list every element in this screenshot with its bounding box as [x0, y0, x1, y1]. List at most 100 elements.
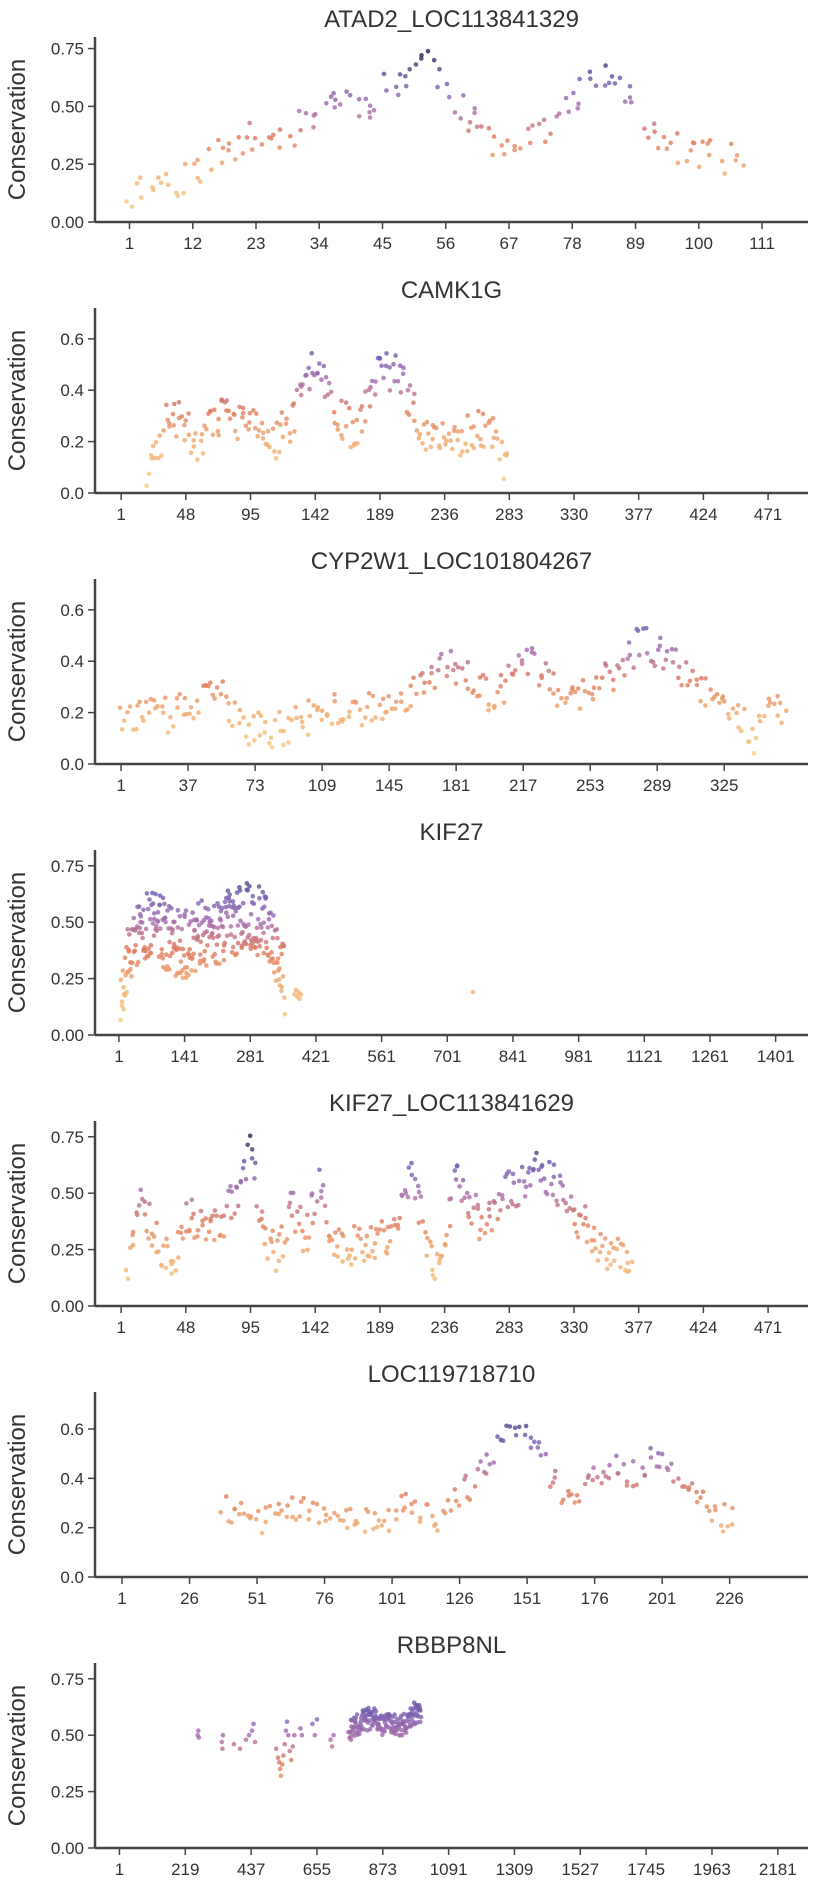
- data-point: [412, 391, 417, 397]
- data-point: [584, 1239, 590, 1245]
- data-point: [161, 1243, 166, 1249]
- data-point: [499, 439, 505, 445]
- data-point: [256, 428, 262, 433]
- data-point: [259, 925, 264, 930]
- x-tick-label: 226: [715, 1589, 743, 1608]
- data-point: [435, 667, 441, 673]
- data-point: [346, 714, 352, 720]
- data-point: [399, 1732, 405, 1738]
- data-point: [270, 935, 276, 941]
- data-point: [409, 1510, 415, 1515]
- data-point: [343, 400, 349, 405]
- data-point: [228, 1184, 233, 1189]
- data-point: [734, 710, 739, 716]
- data-point: [574, 1493, 580, 1498]
- data-point: [499, 1193, 505, 1198]
- data-point: [182, 438, 188, 443]
- data-point: [683, 660, 689, 665]
- data-point: [397, 363, 403, 369]
- data-point: [401, 365, 406, 371]
- data-point: [772, 701, 777, 707]
- data-point: [163, 1265, 169, 1271]
- data-point: [655, 145, 661, 151]
- data-point: [162, 915, 168, 921]
- data-point: [703, 703, 708, 708]
- data-point: [183, 908, 189, 913]
- data-point: [281, 728, 287, 734]
- data-point: [254, 925, 260, 931]
- y-tick-label: 0.00: [51, 1026, 84, 1045]
- data-point: [228, 924, 234, 929]
- data-point: [117, 705, 123, 711]
- data-point: [430, 436, 435, 442]
- data-point: [405, 707, 410, 712]
- data-point: [549, 1181, 554, 1187]
- data-point: [314, 1501, 320, 1507]
- data-point: [251, 901, 257, 906]
- x-tick-label: 37: [179, 776, 198, 795]
- data-point: [223, 1494, 229, 1499]
- data-point: [221, 1213, 227, 1218]
- data-point: [622, 673, 627, 678]
- data-point: [418, 1515, 423, 1521]
- data-point: [425, 1235, 430, 1241]
- data-point: [467, 1194, 472, 1200]
- data-point: [530, 123, 535, 128]
- data-point: [224, 910, 229, 915]
- data-point: [624, 1249, 630, 1255]
- data-point: [370, 693, 376, 699]
- data-point: [161, 428, 166, 433]
- data-point: [219, 1739, 225, 1745]
- data-point: [519, 658, 525, 663]
- data-point: [198, 438, 204, 444]
- data-point: [661, 134, 667, 140]
- data-point: [635, 628, 641, 634]
- data-point: [434, 425, 439, 431]
- data-point: [143, 699, 149, 705]
- data-point: [157, 433, 162, 438]
- data-point: [458, 453, 463, 458]
- data-point: [191, 438, 196, 443]
- data-point: [444, 1232, 449, 1238]
- data-point: [312, 1211, 317, 1217]
- data-point: [320, 1182, 326, 1188]
- data-point: [138, 914, 144, 919]
- data-point: [329, 1744, 335, 1749]
- data-point: [270, 426, 276, 432]
- data-point: [572, 1207, 577, 1212]
- data-point: [150, 443, 156, 449]
- data-point: [347, 405, 352, 411]
- data-point: [625, 656, 630, 662]
- data-point: [325, 392, 331, 397]
- data-point: [465, 448, 470, 454]
- data-point: [713, 1507, 718, 1513]
- data-point: [394, 1716, 400, 1722]
- data-point: [225, 914, 231, 920]
- x-tick-label: 181: [442, 776, 470, 795]
- data-point: [252, 1739, 258, 1745]
- data-point: [694, 1489, 699, 1495]
- data-point: [574, 1230, 579, 1235]
- x-tick-label: 330: [560, 505, 588, 524]
- data-point: [406, 1165, 412, 1170]
- data-point: [186, 972, 191, 978]
- data-point: [156, 175, 161, 180]
- data-point: [246, 742, 252, 747]
- data-point: [606, 80, 612, 86]
- data-point: [380, 696, 386, 702]
- data-point: [248, 912, 254, 917]
- data-point: [277, 1232, 282, 1237]
- data-point: [182, 161, 188, 167]
- y-axis-label: Conservation: [4, 872, 31, 1013]
- data-point: [599, 1480, 604, 1486]
- data-point: [340, 1259, 345, 1264]
- data-point: [593, 675, 599, 680]
- data-point: [510, 1171, 516, 1177]
- data-point: [536, 683, 542, 688]
- data-point: [141, 718, 146, 723]
- data-point: [634, 1482, 639, 1488]
- data-point: [300, 1228, 305, 1234]
- data-point: [393, 84, 399, 90]
- data-point: [412, 418, 417, 424]
- data-point: [495, 436, 500, 441]
